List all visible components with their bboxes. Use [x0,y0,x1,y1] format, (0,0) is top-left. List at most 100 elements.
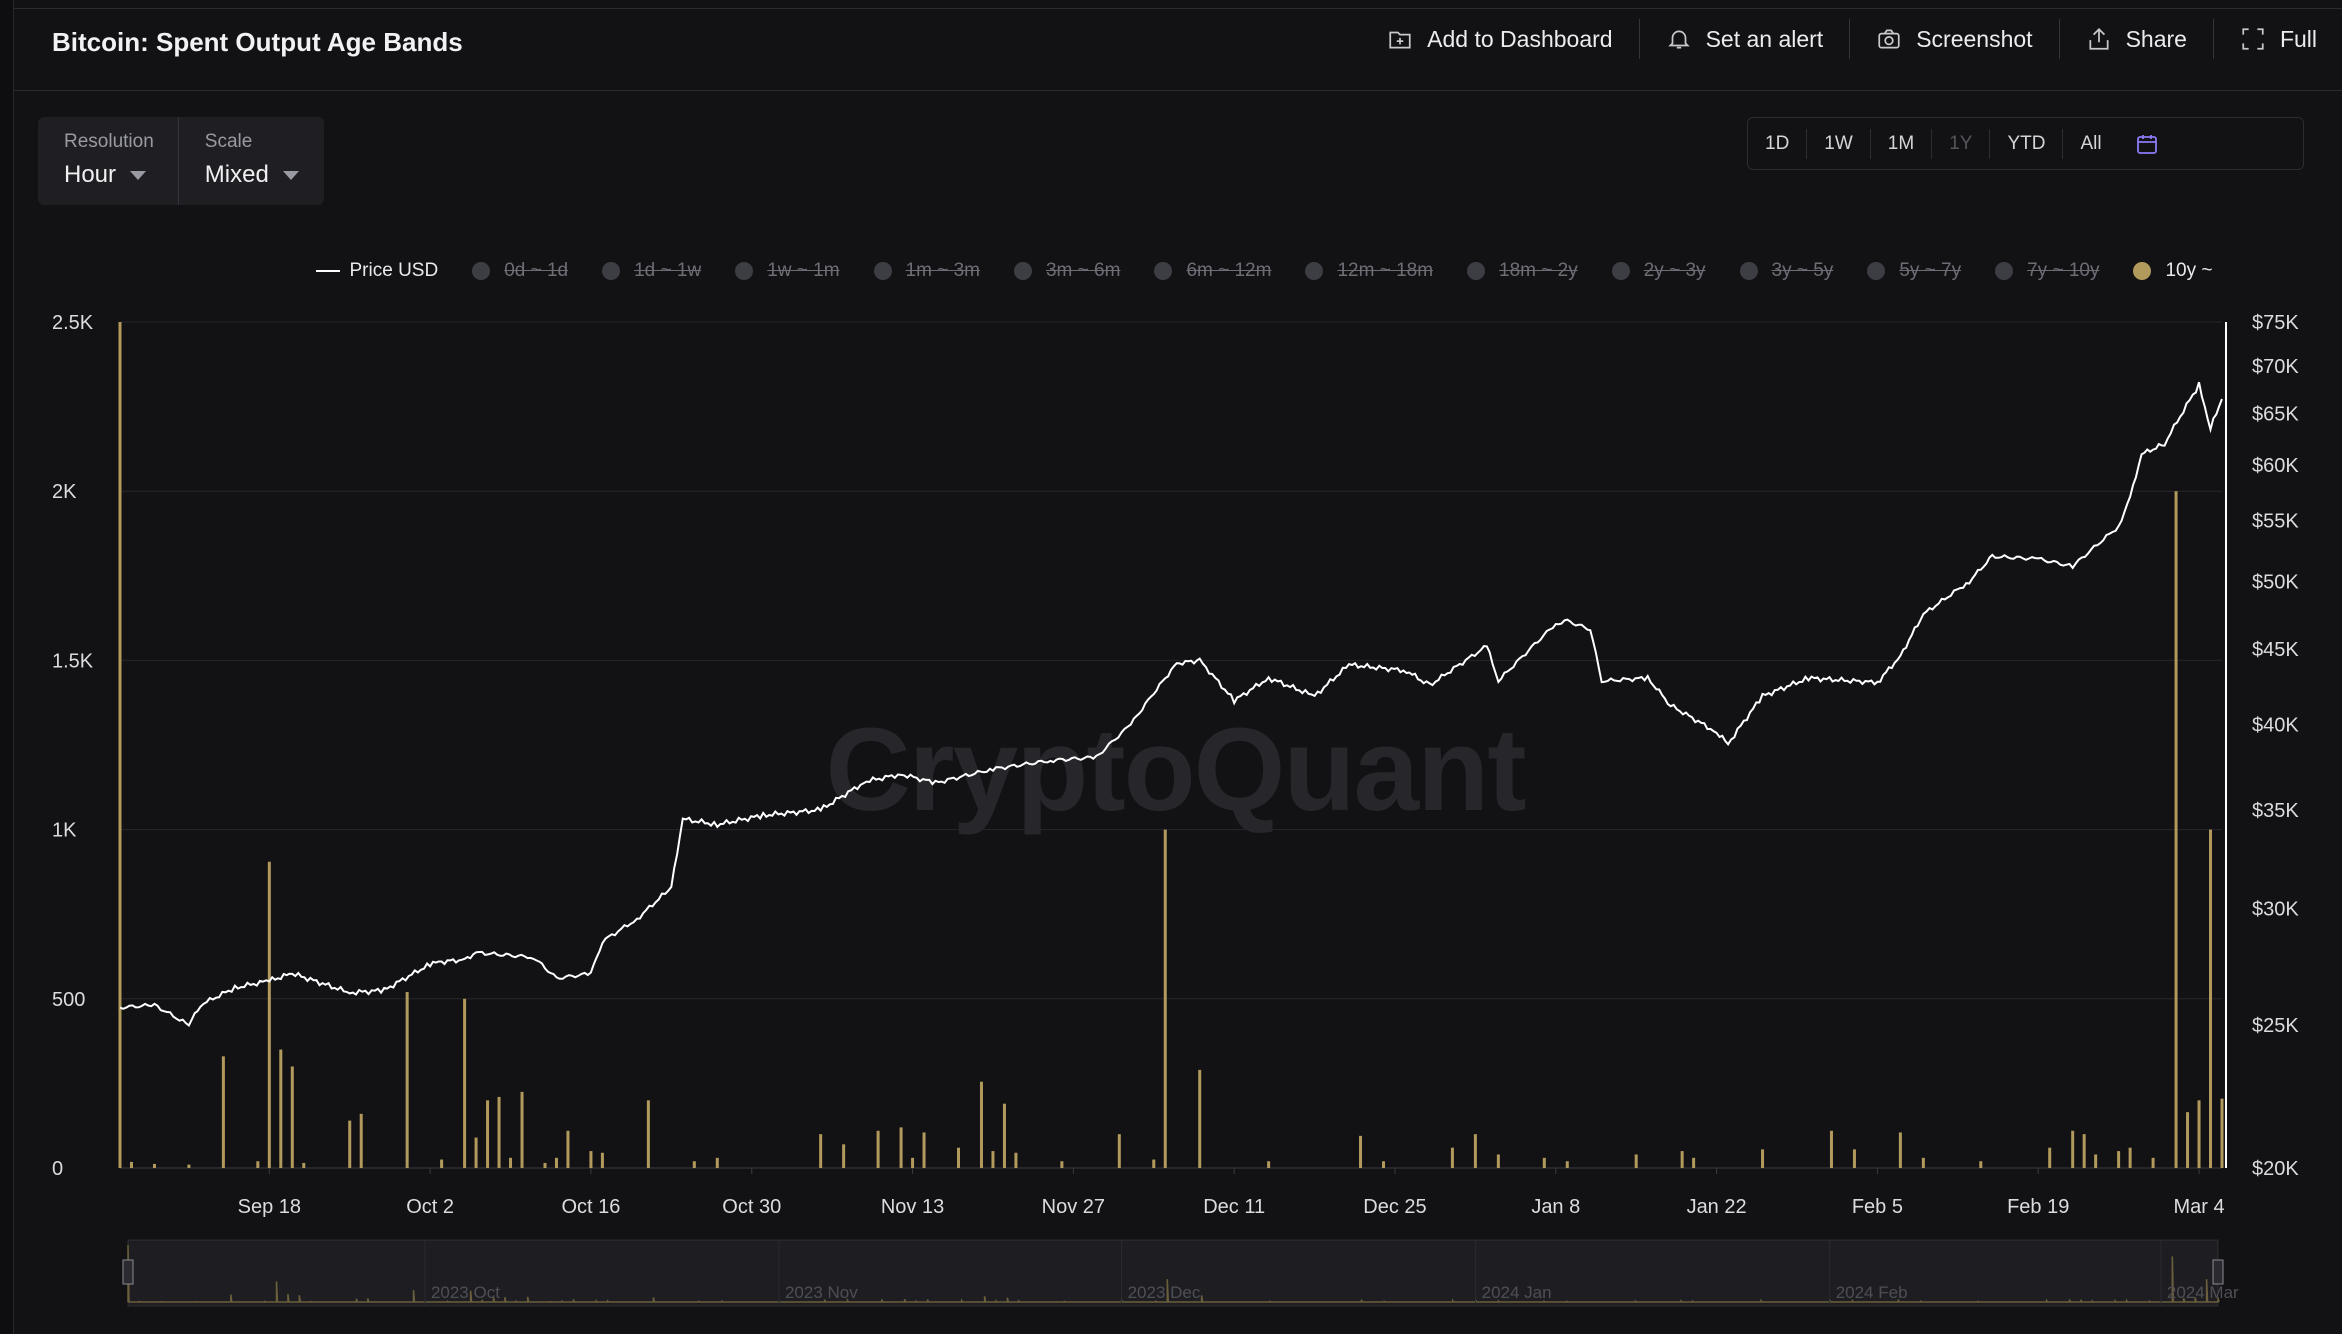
bar [474,1137,478,1168]
bar [1496,1154,1500,1168]
x-tick-label: Oct 2 [406,1196,454,1218]
bar [221,1056,225,1168]
legend-item-band-10y[interactable]: 10y ~ [2133,260,2212,282]
x-tick-label: Feb 5 [1852,1196,1903,1218]
scale-select[interactable]: Scale Mixed [177,117,323,205]
x-tick-label: Oct 16 [561,1196,620,1218]
scale-label: Scale [204,131,253,152]
legend-item-price-usd[interactable]: Price USD [315,260,438,282]
navigator-background [127,1239,2219,1307]
legend-item-band[interactable]: 18m ~ 2y [1467,260,1578,282]
legend-label: 5y ~ 7y [1899,260,1962,281]
range-1y-button[interactable]: 1Y [1932,128,1991,159]
screenshot-button[interactable]: Screenshot [1850,9,2058,69]
set-alert-button[interactable]: Set an alert [1640,9,1850,69]
bar [922,1132,926,1168]
navigator-sparkline [127,1244,2220,1303]
bar [2048,1147,2052,1168]
bar [911,1157,915,1168]
legend-item-band[interactable]: 1w ~ 1m [735,260,840,282]
bar [187,1164,191,1168]
bar [2117,1151,2121,1168]
line-swatch-icon [315,270,340,272]
scale-value-row: Mixed [205,161,299,189]
range-1w-button[interactable]: 1W [1807,128,1871,159]
y-right-tick-label: $75K [2252,312,2299,334]
range-navigator[interactable]: 2023 Oct 2023 Nov 2023 Dec 2024 Jan 2024 Feb… [122,1239,2239,1307]
bar [118,322,122,1168]
toolbar-divider [2212,19,2214,59]
watermark: CryptoQuant [825,704,1525,836]
bar [302,1162,306,1168]
dot-icon [1867,262,1886,280]
bar [2094,1154,2098,1168]
legend-item-band[interactable]: 2y ~ 3y [1611,260,1706,282]
resolution-select[interactable]: Resolution Hour [38,117,178,205]
legend-label: 10y ~ [2165,260,2213,281]
legend-item-band[interactable]: 1m ~ 3m [873,260,980,282]
legend-label: 3m ~ 6m [1045,260,1121,281]
share-button[interactable]: Share [2060,9,2213,69]
bar [1450,1147,1454,1168]
bar [646,1100,650,1168]
dot-icon [1611,262,1630,280]
range-ytd-button[interactable]: YTD [1990,128,2064,159]
bar [2151,1157,2155,1168]
navigator-right-handle[interactable] [2212,1259,2224,1285]
legend-label: 18m ~ 2y [1499,260,1578,281]
screenshot-label: Screenshot [1916,25,2033,52]
legend-item-band[interactable]: 12m ~ 18m [1305,260,1433,282]
navigator-label: 2023 Nov [785,1283,858,1302]
legend-item-band[interactable]: 3m ~ 6m [1013,260,1121,282]
legend-item-band[interactable]: 0d ~ 1d [472,260,568,282]
y-left-tick-label: 500 [52,989,85,1011]
bar [589,1151,593,1168]
calendar-icon[interactable] [2135,132,2159,156]
x-axis: Sep 18 Oct 2 Oct 16 Oct 30 Nov 13 Nov 27 Dec 1… [238,1168,2225,1218]
share-icon [2089,28,2109,50]
legend-item-band[interactable]: 3y ~ 5y [1739,260,1833,282]
bar-series-10y [118,322,2224,1168]
fullscreen-button[interactable]: Full [2214,9,2342,69]
range-selector: 1D 1W 1M 1Y YTD All [1747,117,2304,170]
legend-label: 2y ~ 3y [1643,260,1706,281]
bar [2209,829,2213,1168]
bar [2197,1100,2201,1168]
bar [129,1161,133,1168]
x-tick-label: Nov 13 [881,1196,944,1218]
y-left-tick-label: 0 [52,1158,63,1180]
dot-icon [1995,262,2014,280]
x-tick-label: Sep 18 [238,1196,301,1218]
legend-item-band[interactable]: 5y ~ 7y [1867,260,1961,282]
navigator-label: 2024 Mar [2167,1283,2239,1302]
add-to-dashboard-button[interactable]: Add to Dashboard [1361,9,1638,69]
bar [2071,1130,2075,1168]
legend-item-band[interactable]: 1d ~ 1w [602,260,701,282]
price-line [119,381,2223,1027]
bar [1542,1157,1546,1168]
bar [1014,1152,1018,1168]
navigator-label: 2023 Oct [431,1283,500,1302]
range-1d-button[interactable]: 1D [1748,128,1808,159]
legend-item-band[interactable]: 6m ~ 12m [1154,260,1271,282]
bar [1921,1157,1925,1168]
dot-icon [2133,262,2152,280]
dot-icon [602,262,621,280]
bar [440,1159,444,1168]
bar [405,992,409,1168]
bar [554,1157,558,1168]
bar [1692,1157,1696,1168]
chevron-down-icon [130,170,147,180]
bar [1267,1161,1271,1168]
navigator-label: 2024 Jan [1482,1283,1552,1302]
range-all-button[interactable]: All [2080,132,2102,154]
header: Bitcoin: Spent Output Age Bands Add to D… [14,9,2342,91]
bar [256,1161,260,1168]
navigator-left-handle[interactable] [122,1259,134,1285]
chart-controls: Resolution Hour Scale Mixed [38,117,324,205]
range-1m-button[interactable]: 1M [1871,128,1933,159]
bar [1152,1159,1156,1168]
legend-item-band[interactable]: 7y ~ 10y [1995,260,2099,282]
bar [979,1081,983,1168]
bar [279,1049,283,1168]
